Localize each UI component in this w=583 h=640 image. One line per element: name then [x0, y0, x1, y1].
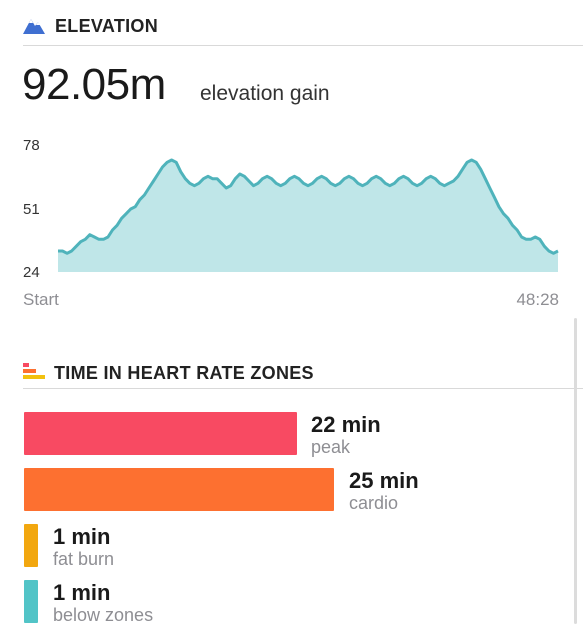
peak-zone-bar	[24, 412, 297, 455]
elevation-section-header: ELEVATION	[23, 14, 563, 38]
below-zones-label: below zones	[53, 605, 154, 625]
x-axis-end-label: 48:28	[516, 290, 559, 309]
y-tick-top: 78	[23, 137, 40, 154]
elevation-title: ELEVATION	[55, 16, 159, 36]
heart-rate-divider	[23, 388, 583, 389]
below-zones-value: 1 min	[53, 580, 111, 605]
cardio-zone-label: cardio	[349, 493, 399, 513]
y-tick-bottom: 24	[23, 264, 40, 281]
elevation-area-fill	[58, 160, 558, 272]
elevation-gain-value: 92.05m	[22, 60, 166, 109]
peak-zone-label: peak	[311, 437, 351, 457]
peak-zone-value: 22 min	[311, 412, 381, 437]
heart-rate-section-header: TIME IN HEART RATE ZONES	[23, 360, 563, 384]
heart-rate-zones-icon	[23, 363, 45, 379]
y-tick-middle: 51	[23, 201, 40, 218]
mountain-icon	[23, 19, 45, 34]
heart-rate-title: TIME IN HEART RATE ZONES	[54, 363, 314, 383]
fat-burn-zone-value: 1 min	[53, 524, 111, 549]
elevation-gain-label: elevation gain	[200, 82, 330, 105]
elevation-chart	[58, 158, 559, 272]
x-axis-start-label: Start	[23, 290, 59, 309]
fat-burn-zone-label: fat burn	[53, 549, 115, 569]
cardio-zone-value: 25 min	[349, 468, 419, 493]
scrollbar[interactable]	[574, 318, 577, 624]
fat-burn-zone-bar	[24, 524, 38, 567]
below-zones-bar	[24, 580, 38, 623]
elevation-series-line	[58, 158, 559, 255]
elevation-divider	[23, 45, 583, 46]
cardio-zone-bar	[24, 468, 334, 511]
